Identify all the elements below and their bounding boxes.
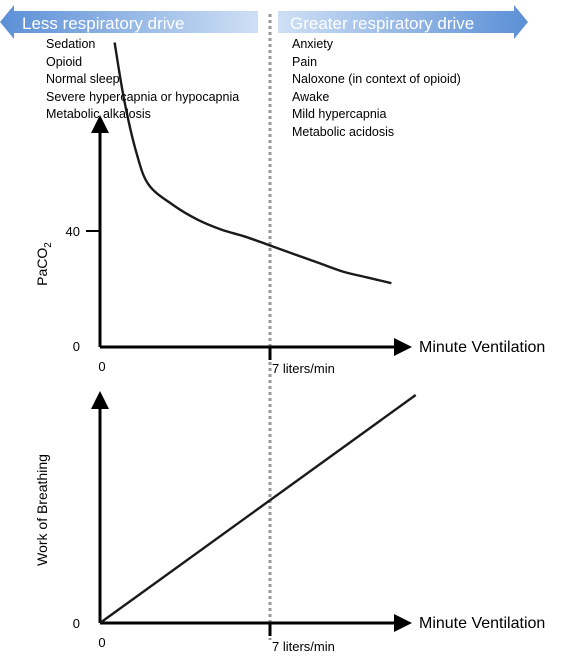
less-drive-causes-list: Sedation Opioid Normal sleep Severe hyperca… bbox=[46, 36, 239, 124]
greater-drive-cause-item: Pain bbox=[292, 54, 318, 69]
top-x-zero-label: 0 bbox=[98, 359, 105, 374]
bottom-x-zero-label: 0 bbox=[98, 635, 105, 650]
top-x-tick-7-label: 7 liters/min bbox=[272, 361, 335, 376]
work-of-breathing-line bbox=[99, 394, 417, 624]
greater-drive-cause-item: Naloxone (in context of opioid) bbox=[292, 72, 461, 87]
banner-less-drive: Less respiratory drive bbox=[0, 5, 258, 39]
top-y-axis-label: PaCO2 bbox=[34, 242, 54, 286]
bottom-graph: 0 0 7 liters/min Minute Ventilation Work… bbox=[34, 391, 545, 654]
banner-less-drive-label: Less respiratory drive bbox=[22, 14, 185, 33]
less-drive-cause-item: Sedation bbox=[46, 37, 96, 51]
less-drive-cause-item: Severe hypercapnia or hypocapnia bbox=[46, 89, 240, 104]
top-x-axis-arrow bbox=[394, 338, 412, 356]
top-y-zero-label: 0 bbox=[73, 339, 80, 354]
top-x-axis-label: Minute Ventilation bbox=[419, 339, 545, 356]
less-drive-cause-item: Normal sleep bbox=[46, 72, 120, 87]
top-y-axis-label-main: PaCO bbox=[34, 248, 50, 286]
greater-drive-cause-item: Mild hypercapnia bbox=[292, 107, 387, 122]
bottom-y-zero-label: 0 bbox=[73, 616, 80, 631]
bottom-y-axis-label: Work of Breathing bbox=[34, 454, 50, 566]
paco2-curve bbox=[113, 42, 392, 285]
less-drive-cause-item: Opioid bbox=[46, 54, 83, 69]
top-y-axis-arrow bbox=[91, 115, 109, 133]
greater-drive-cause-item: Anxiety bbox=[292, 37, 333, 51]
bottom-x-tick-7-label: 7 liters/min bbox=[272, 639, 335, 654]
banner-greater-drive-label: Greater respiratory drive bbox=[290, 14, 474, 33]
bottom-x-axis-arrow bbox=[394, 614, 412, 632]
top-graph: 40 0 0 7 liters/min Minute Ventilation P… bbox=[34, 42, 545, 376]
less-drive-cause-item: Metabolic alkalosis bbox=[46, 107, 151, 122]
banner-greater-drive: Greater respiratory drive bbox=[278, 5, 528, 39]
top-y-axis-label-sub: 2 bbox=[43, 242, 54, 248]
bottom-y-axis-arrow bbox=[91, 391, 109, 409]
greater-drive-cause-item: Awake bbox=[292, 89, 330, 104]
greater-drive-causes-list: Anxiety Pain Naloxone (in context of opioi… bbox=[292, 36, 461, 142]
top-y-tick-40-label: 40 bbox=[66, 224, 80, 239]
greater-drive-cause-item: Metabolic acidosis bbox=[292, 124, 395, 139]
bottom-x-axis-label: Minute Ventilation bbox=[419, 615, 545, 632]
